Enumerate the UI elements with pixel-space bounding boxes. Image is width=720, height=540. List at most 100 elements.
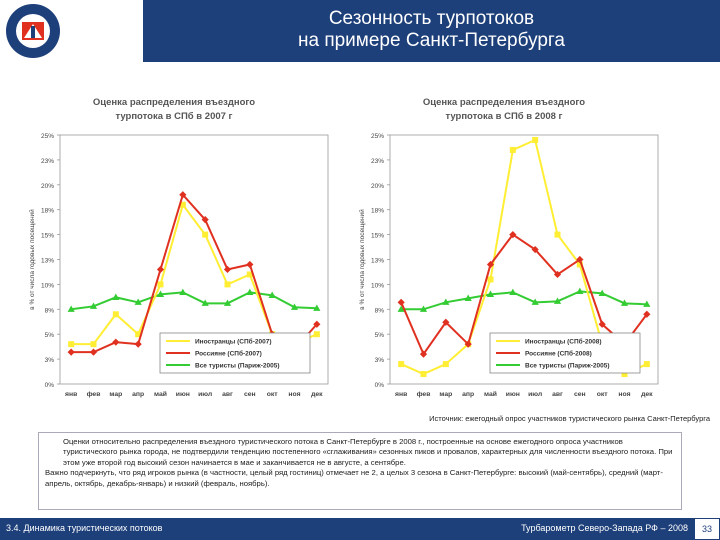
- data-point: [179, 191, 187, 199]
- series-line: [401, 290, 647, 311]
- x-tick-label: июл: [528, 391, 542, 398]
- data-point: [224, 281, 231, 288]
- y-tick-label: 5%: [375, 332, 385, 339]
- description-box: Оценки относительно распределения въездн…: [38, 432, 682, 510]
- x-tick-label: май: [154, 390, 167, 398]
- x-tick-label: июн: [176, 391, 190, 398]
- data-point: [487, 276, 494, 283]
- x-tick-label: апр: [132, 391, 144, 398]
- x-tick-label: сен: [574, 391, 586, 398]
- legend-label: Россияне (СПб-2007): [195, 350, 262, 358]
- y-tick-label: 18%: [41, 208, 54, 215]
- description-paragraph-1: Оценки относительно распределения въездн…: [63, 437, 673, 467]
- description-paragraph-2: Важно подчеркнуть, что ряд игроков рынка…: [45, 468, 663, 488]
- title-bar: [143, 0, 720, 62]
- x-tick-label: сен: [244, 391, 256, 398]
- data-point: [201, 299, 209, 306]
- x-tick-label: ноя: [288, 391, 300, 398]
- data-point: [576, 255, 584, 264]
- x-tick-label: окт: [597, 391, 609, 398]
- data-point: [313, 320, 321, 328]
- page-title-line2: на примере Санкт-Петербурга: [297, 30, 565, 51]
- y-tick-label: 18%: [371, 208, 384, 215]
- y-axis-label: в % от числа годовых посещений: [28, 209, 36, 310]
- data-point: [179, 201, 186, 208]
- data-point: [554, 231, 561, 238]
- data-point: [598, 289, 606, 296]
- footer-publication: Турбарометр Северо-Запада РФ – 2008: [521, 523, 688, 533]
- chart-title-line2: турпотока в СПб в 2007 г: [115, 111, 232, 122]
- data-point: [620, 299, 629, 306]
- data-point: [246, 288, 254, 295]
- y-tick-label: 13%: [371, 258, 384, 265]
- data-point: [621, 371, 628, 378]
- data-point: [201, 216, 209, 224]
- series-line: [400, 233, 648, 357]
- legend-label: Иностранцы (СПб-2008): [525, 338, 601, 346]
- chart-title-line1: Оценка распределения въездного: [423, 97, 585, 108]
- data-point: [156, 290, 165, 297]
- x-tick-label: фев: [417, 391, 431, 398]
- data-point: [442, 361, 449, 368]
- data-point: [398, 361, 405, 368]
- data-point: [67, 348, 75, 356]
- chart-2007: Оценка распределения въездного турпотока …: [28, 97, 329, 398]
- data-point: [420, 371, 427, 378]
- y-tick-label: 0%: [45, 382, 55, 389]
- x-tick-label: дек: [641, 391, 653, 398]
- y-tick-label: 8%: [45, 307, 55, 314]
- x-tick-label: окт: [267, 391, 279, 398]
- data-point: [397, 298, 405, 306]
- x-tick-label: апр: [462, 391, 474, 398]
- data-point: [397, 305, 405, 312]
- data-point: [486, 290, 495, 297]
- data-point: [268, 291, 276, 298]
- data-point: [90, 341, 97, 348]
- data-point: [223, 299, 232, 306]
- y-axis-label: в % от числа годовых посещений: [358, 209, 366, 310]
- data-point: [179, 288, 187, 295]
- data-point: [313, 304, 321, 311]
- x-tick-label: ноя: [618, 391, 630, 398]
- x-tick-label: авг: [552, 391, 563, 398]
- page-title: Сезонность турпотоков на примере Санкт-П…: [143, 8, 720, 52]
- source-note: Источник: ежегодный опрос участников тур…: [429, 414, 710, 423]
- legend-label: Россияне (СПб-2008): [525, 350, 592, 358]
- y-tick-label: 10%: [41, 282, 54, 289]
- data-point: [576, 287, 584, 294]
- y-tick-label: 3%: [45, 357, 55, 364]
- x-tick-label: фев: [87, 391, 101, 398]
- series-line: [71, 291, 317, 311]
- y-tick-label: 25%: [371, 133, 384, 140]
- chart-title-line1: Оценка распределения въездного: [93, 97, 255, 108]
- y-tick-label: 0%: [375, 382, 385, 389]
- y-tick-label: 20%: [41, 183, 54, 190]
- footer-bar: [0, 518, 720, 540]
- x-tick-label: июн: [506, 391, 520, 398]
- data-point: [313, 331, 320, 338]
- y-tick-label: 23%: [41, 158, 54, 165]
- data-point: [290, 303, 299, 310]
- y-tick-label: 23%: [371, 158, 384, 165]
- data-point: [553, 297, 562, 304]
- header: Сезонность турпотоков на примере Санкт-П…: [0, 0, 720, 62]
- x-tick-label: авг: [222, 391, 233, 398]
- y-tick-label: 3%: [375, 357, 385, 364]
- y-tick-label: 13%: [41, 258, 54, 265]
- data-point: [112, 311, 119, 318]
- data-point: [643, 361, 650, 368]
- data-point: [419, 305, 428, 312]
- data-point: [419, 350, 428, 358]
- y-tick-label: 25%: [41, 133, 54, 140]
- y-tick-label: 5%: [45, 332, 55, 339]
- data-point: [509, 288, 517, 295]
- data-point: [509, 146, 516, 153]
- data-point: [134, 298, 142, 305]
- x-tick-label: июл: [198, 391, 212, 398]
- y-tick-label: 8%: [375, 307, 385, 314]
- data-point: [531, 298, 539, 305]
- x-tick-label: мар: [109, 391, 122, 398]
- chart-title-line2: турпотока в СПб в 2008 г: [445, 111, 562, 122]
- x-tick-label: дек: [311, 391, 323, 398]
- data-point: [442, 298, 450, 305]
